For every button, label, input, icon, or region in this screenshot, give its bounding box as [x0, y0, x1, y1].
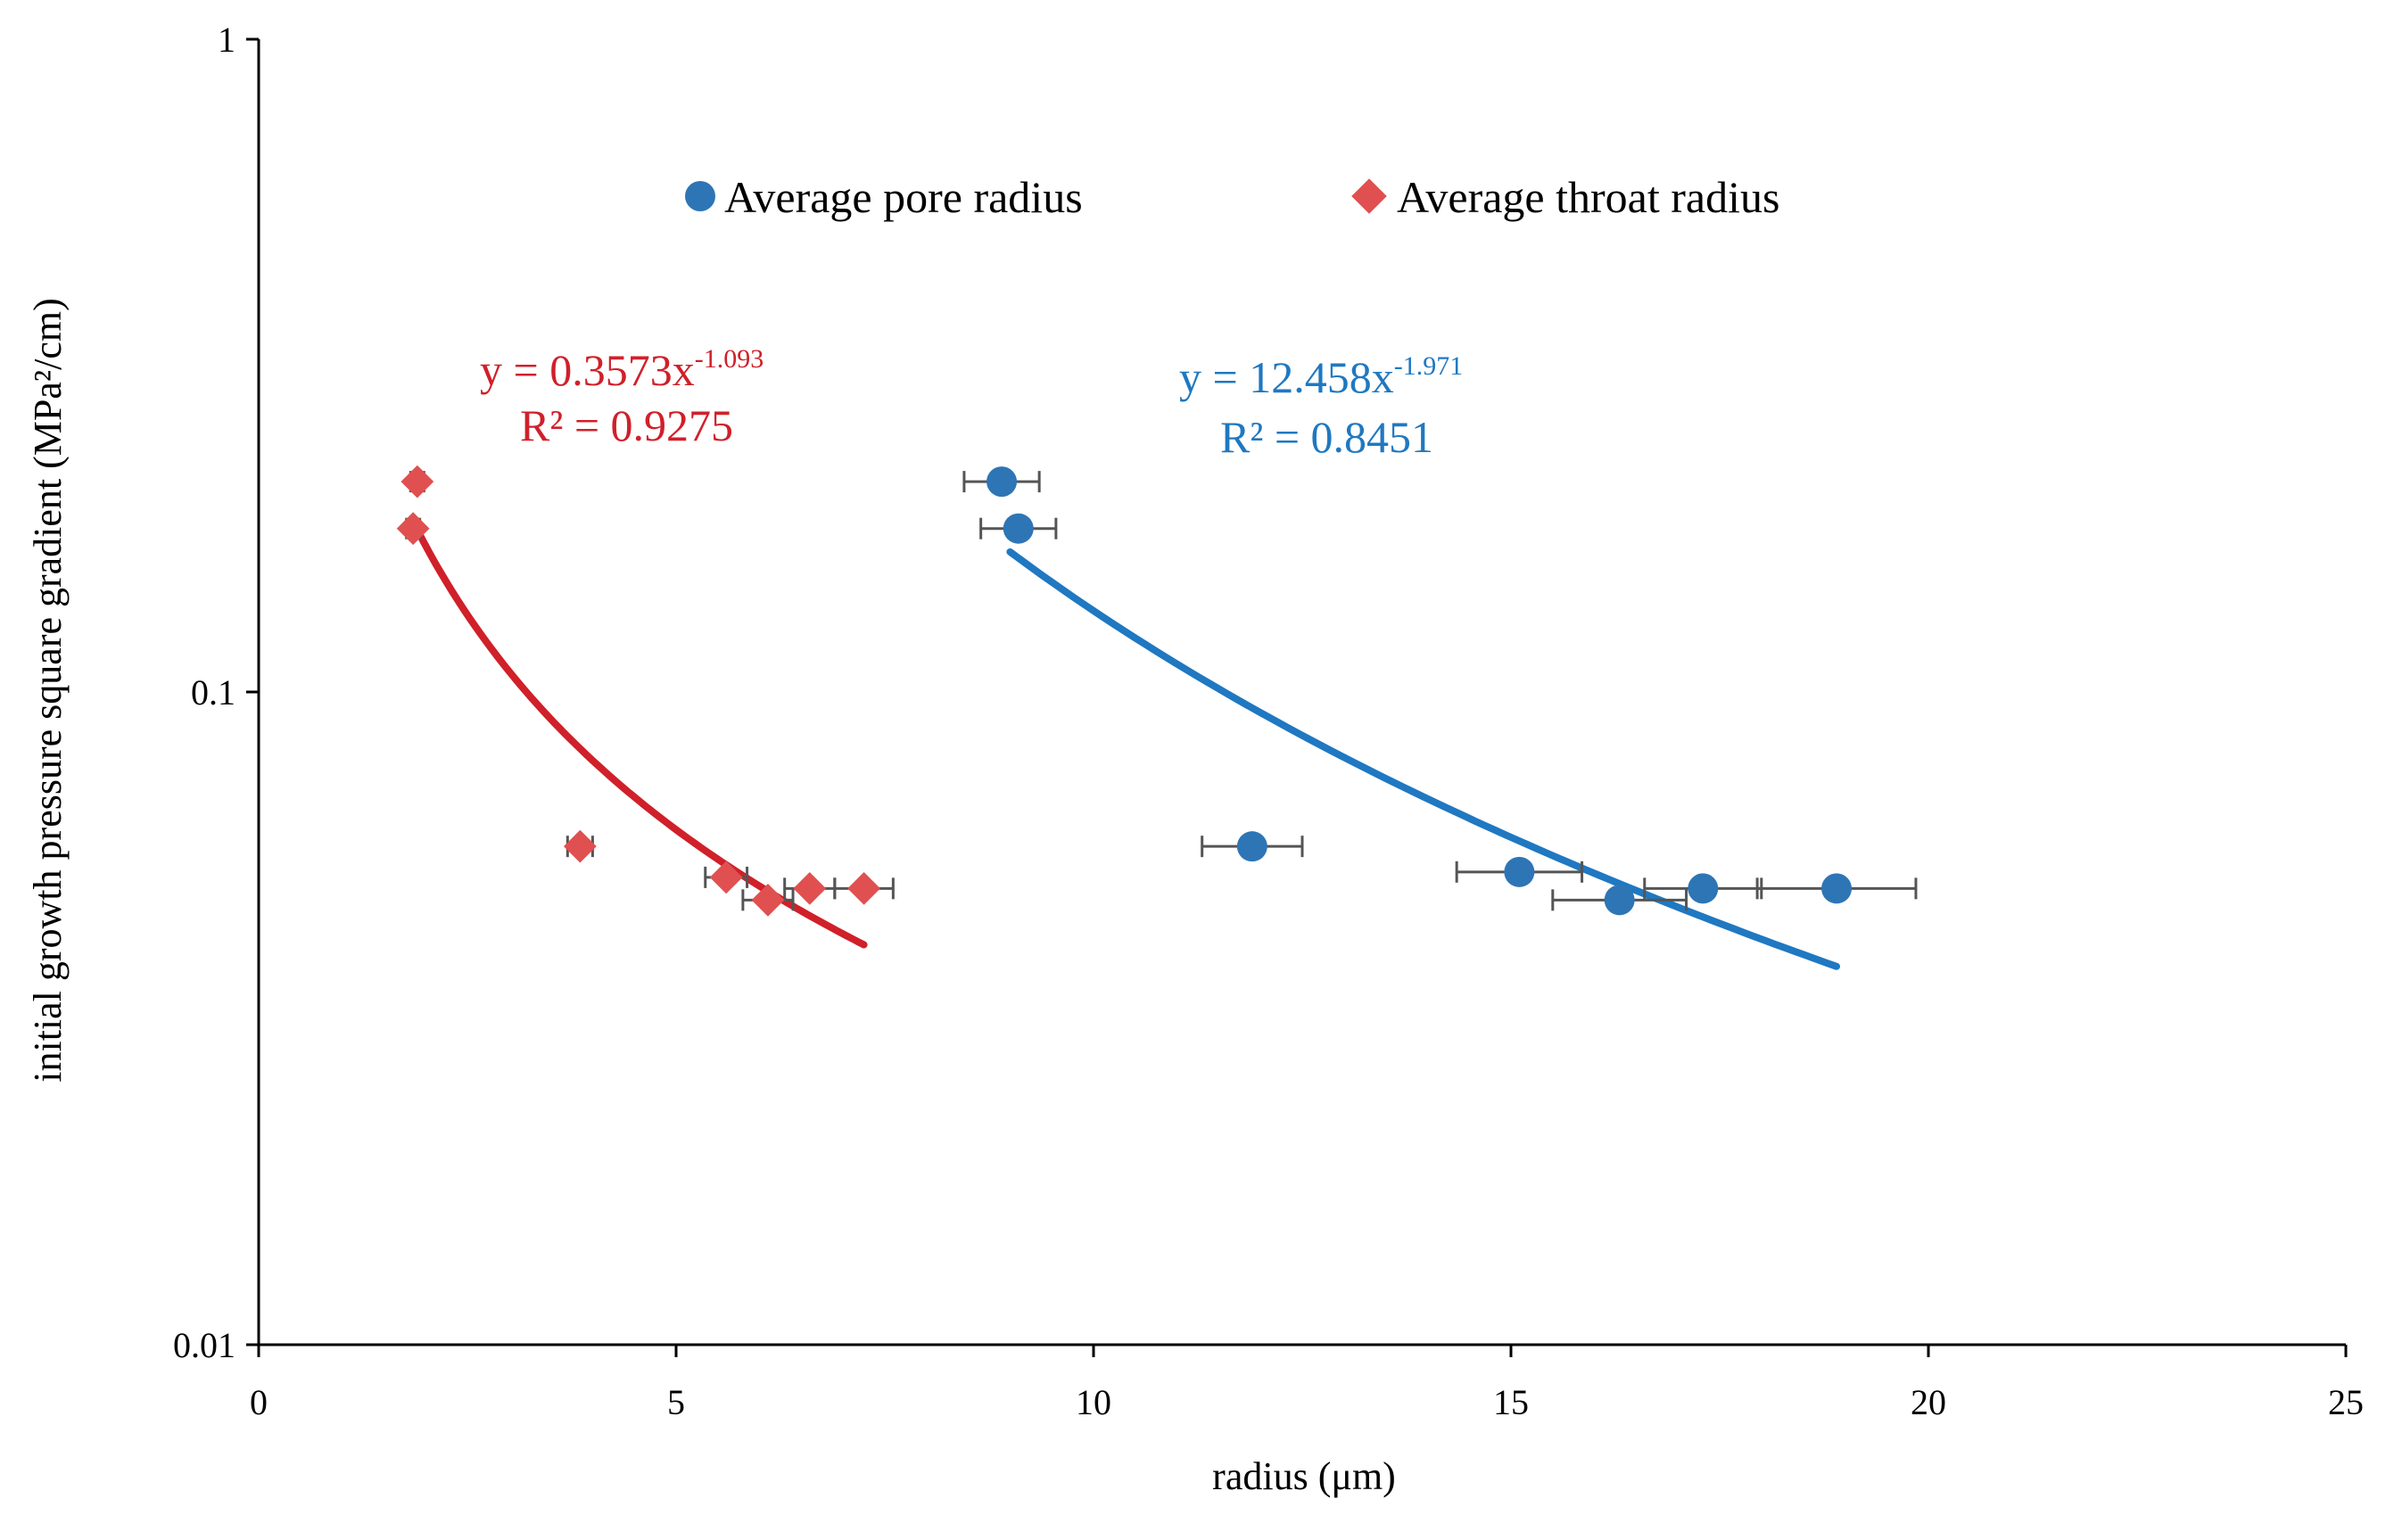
svg-text:y = 12.458x-1.971: y = 12.458x-1.971: [1179, 351, 1463, 402]
data-point-pore: [986, 466, 1018, 498]
y-ticks: 0.01 0.1 1: [173, 20, 259, 1365]
x-tick-label: 25: [2328, 1382, 2364, 1422]
x-axis-title: radius (μm): [1212, 1454, 1396, 1498]
data-point-pore: [1688, 873, 1719, 904]
x-tick-label: 5: [667, 1382, 685, 1422]
equation-throat-exponent: -1.093: [695, 344, 764, 374]
y-tick-label: 0.01: [173, 1325, 235, 1365]
x-tick-label: 0: [250, 1382, 268, 1422]
r2-pore: R² = 0.8451: [1220, 412, 1433, 462]
y-tick-label: 1: [218, 20, 235, 60]
legend-label-throat: Average throat radius: [1397, 172, 1779, 222]
equation-throat-prefix: y = 0.3573x: [480, 345, 695, 395]
legend: Average pore radius Average throat radiu…: [685, 172, 1779, 222]
data-point-throat: [709, 861, 743, 894]
data-point-throat: [396, 512, 430, 546]
data-point-pore: [1604, 885, 1635, 916]
data-point-pore: [1504, 856, 1535, 887]
data-point-throat: [563, 829, 597, 863]
data-point-pore: [1821, 873, 1853, 904]
trendline-equation-throat: y = 0.3573x-1.093 R² = 0.9275: [480, 344, 764, 450]
x-tick-label: 10: [1076, 1382, 1111, 1422]
equation-pore-prefix: y = 12.458x: [1179, 352, 1394, 402]
r2-throat: R² = 0.9275: [520, 400, 733, 450]
svg-text:y = 0.3573x-1.093: y = 0.3573x-1.093: [480, 344, 764, 395]
x-ticks: 0 5 10 15 20 25: [250, 1345, 2364, 1422]
error-bars: [405, 471, 1918, 911]
axes: [257, 39, 2346, 1346]
x-tick-label: 20: [1911, 1382, 1946, 1422]
data-point-throat: [751, 883, 785, 917]
trendline-equation-pore: y = 12.458x-1.971 R² = 0.8451: [1179, 351, 1463, 462]
y-axis-title: initial growth pressure square gradient …: [26, 298, 70, 1083]
data-point-throat: [793, 871, 827, 905]
legend-marker-pore: [685, 181, 715, 211]
legend-marker-throat: [1351, 178, 1387, 214]
trendline-1: [1006, 548, 1840, 970]
data-point-throat: [400, 465, 434, 498]
data-point-pore: [1003, 513, 1034, 544]
trendlines: [409, 517, 1840, 970]
data-point-throat: [847, 871, 880, 905]
x-tick-label: 15: [1493, 1382, 1529, 1422]
y-tick-label: 0.1: [191, 672, 235, 712]
equation-pore-exponent: -1.971: [1394, 351, 1464, 381]
data-points: [396, 465, 1853, 917]
data-point-pore: [1236, 831, 1267, 862]
trendline-0: [409, 517, 868, 949]
legend-label-pore: Average pore radius: [724, 172, 1083, 222]
